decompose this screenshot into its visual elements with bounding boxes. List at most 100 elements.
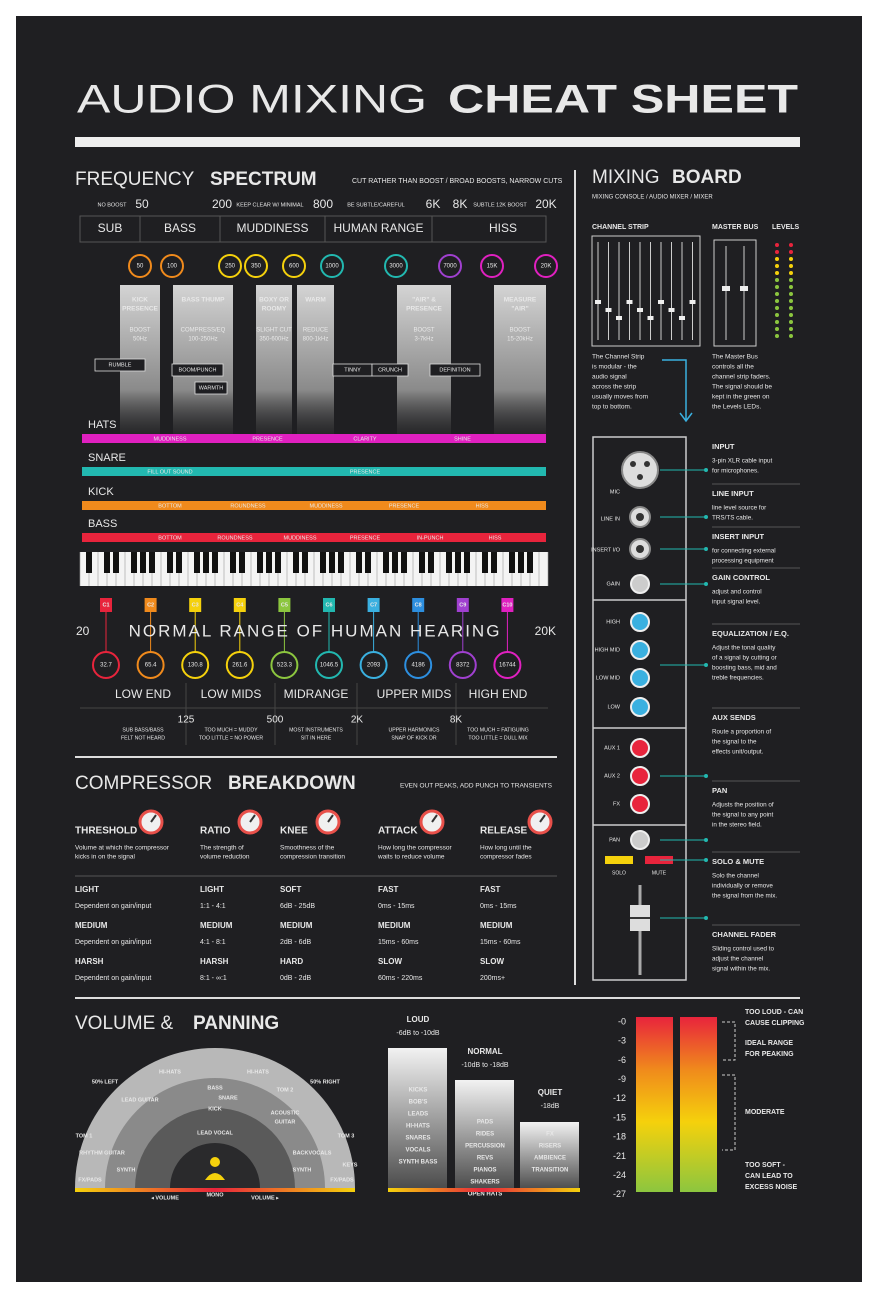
shape bbox=[239, 552, 245, 573]
label: RISERS bbox=[539, 1144, 561, 1150]
shape bbox=[789, 299, 793, 303]
label: 1:1 - 4:1 bbox=[200, 903, 226, 910]
label: MEDIUM bbox=[280, 921, 313, 930]
label: EQUALIZATION / E.Q. bbox=[712, 629, 789, 638]
shape bbox=[218, 254, 242, 278]
label: 0ms - 15ms bbox=[378, 903, 415, 910]
label: LEAD GUITAR bbox=[121, 1097, 158, 1103]
rule bbox=[431, 814, 438, 823]
label: -24 bbox=[613, 1170, 626, 1180]
label: 50Hz bbox=[133, 337, 147, 343]
label: MEASURE bbox=[504, 297, 537, 304]
shape bbox=[181, 651, 210, 679]
shape bbox=[775, 306, 779, 310]
label: SIT IN HERE bbox=[301, 735, 332, 741]
label: FX bbox=[613, 801, 620, 807]
shape bbox=[636, 1017, 673, 1192]
shape bbox=[448, 651, 477, 679]
shape bbox=[75, 1188, 355, 1192]
shape bbox=[412, 598, 425, 612]
shape bbox=[82, 501, 546, 510]
shape bbox=[297, 285, 334, 435]
shape bbox=[704, 468, 708, 472]
shape bbox=[605, 856, 633, 864]
label: -9 bbox=[618, 1074, 626, 1084]
label: -6dB to -10dB bbox=[396, 1030, 440, 1037]
label: Route a proportion of bbox=[712, 729, 771, 736]
label: MEDIUM bbox=[200, 921, 233, 930]
label: HI-HATS bbox=[406, 1124, 430, 1130]
label: EVEN OUT PEAKS, ADD PUNCH TO TRANSIENTS bbox=[400, 783, 553, 790]
label: 100 bbox=[167, 264, 178, 270]
label: CHANNEL STRIP bbox=[592, 224, 649, 231]
label: -18 bbox=[613, 1132, 626, 1142]
shape bbox=[256, 285, 292, 435]
label: HISS bbox=[489, 221, 517, 235]
label: INSERT INPUT bbox=[712, 532, 765, 541]
label: SOLO bbox=[612, 870, 626, 876]
shape bbox=[392, 552, 398, 573]
label: 250 bbox=[225, 264, 236, 270]
shape bbox=[320, 552, 326, 573]
shape bbox=[338, 552, 344, 573]
label: 4186 bbox=[412, 663, 426, 669]
label: NORMAL RANGE OF HUMAN HEARING bbox=[129, 621, 502, 640]
label: 125 bbox=[178, 715, 195, 726]
shape bbox=[401, 552, 407, 573]
label: Dependent on gain/input bbox=[75, 903, 151, 910]
label: HISS bbox=[476, 503, 489, 509]
shape bbox=[367, 598, 380, 612]
label: -21 bbox=[613, 1151, 626, 1161]
label: KICKS bbox=[409, 1088, 428, 1094]
shape bbox=[636, 513, 644, 521]
label: LOW END bbox=[115, 687, 171, 701]
label: RIDES bbox=[476, 1132, 494, 1138]
shape bbox=[591, 235, 701, 347]
label: TOO MUCH = FATIGUING bbox=[467, 727, 529, 733]
label: BOXY OR bbox=[259, 297, 289, 304]
label: individually or remove bbox=[712, 883, 773, 890]
label: TOO MUCH = MUDDY bbox=[204, 727, 258, 733]
label: effects unit/output. bbox=[712, 749, 764, 756]
label: the signal to the bbox=[712, 739, 757, 746]
label: SHAKERS bbox=[470, 1180, 499, 1186]
shape bbox=[668, 308, 675, 312]
label: The signal should be bbox=[712, 384, 772, 391]
label: RHYTHM GUITAR bbox=[79, 1150, 125, 1156]
label: FELT NOT HEARD bbox=[121, 735, 165, 741]
label: AUX 2 bbox=[604, 773, 620, 779]
label: INSERT I/O bbox=[591, 547, 621, 553]
rule bbox=[327, 814, 334, 823]
label: The Channel Strip bbox=[592, 354, 645, 361]
label: treble frequencies. bbox=[712, 675, 764, 682]
shape bbox=[359, 651, 388, 679]
label: Adjusts the position of bbox=[712, 802, 774, 809]
label: "AIR" bbox=[511, 306, 528, 313]
shape bbox=[789, 320, 793, 324]
label: 200 bbox=[212, 197, 232, 211]
label: MIDRANGE bbox=[284, 687, 349, 701]
label: KEEP CLEAR W/ MINIMAL bbox=[236, 202, 303, 208]
label: BOOST bbox=[413, 328, 434, 334]
label: 8K bbox=[450, 715, 463, 726]
label: 32.7 bbox=[100, 663, 112, 669]
shape bbox=[194, 552, 200, 573]
shape bbox=[775, 250, 779, 254]
shape bbox=[626, 300, 633, 304]
label: 261.6 bbox=[232, 663, 248, 669]
shape bbox=[658, 300, 664, 304]
shape bbox=[775, 334, 779, 338]
label: -18dB bbox=[541, 1103, 560, 1110]
label: in the stereo field. bbox=[712, 822, 762, 829]
label: "AIR" & bbox=[412, 297, 436, 304]
section-title: COMPRESSOR bbox=[75, 773, 212, 794]
label: VOLUME ▸ bbox=[251, 1195, 279, 1201]
label: FAST bbox=[378, 885, 399, 894]
label: C7 bbox=[370, 602, 377, 608]
label: SLIGHT CUT bbox=[256, 328, 292, 334]
shape bbox=[527, 552, 533, 573]
label: 15ms - 60ms bbox=[378, 939, 419, 946]
label: line level source for bbox=[712, 505, 766, 512]
shape bbox=[775, 278, 779, 282]
label: FX/PADS bbox=[330, 1177, 354, 1183]
